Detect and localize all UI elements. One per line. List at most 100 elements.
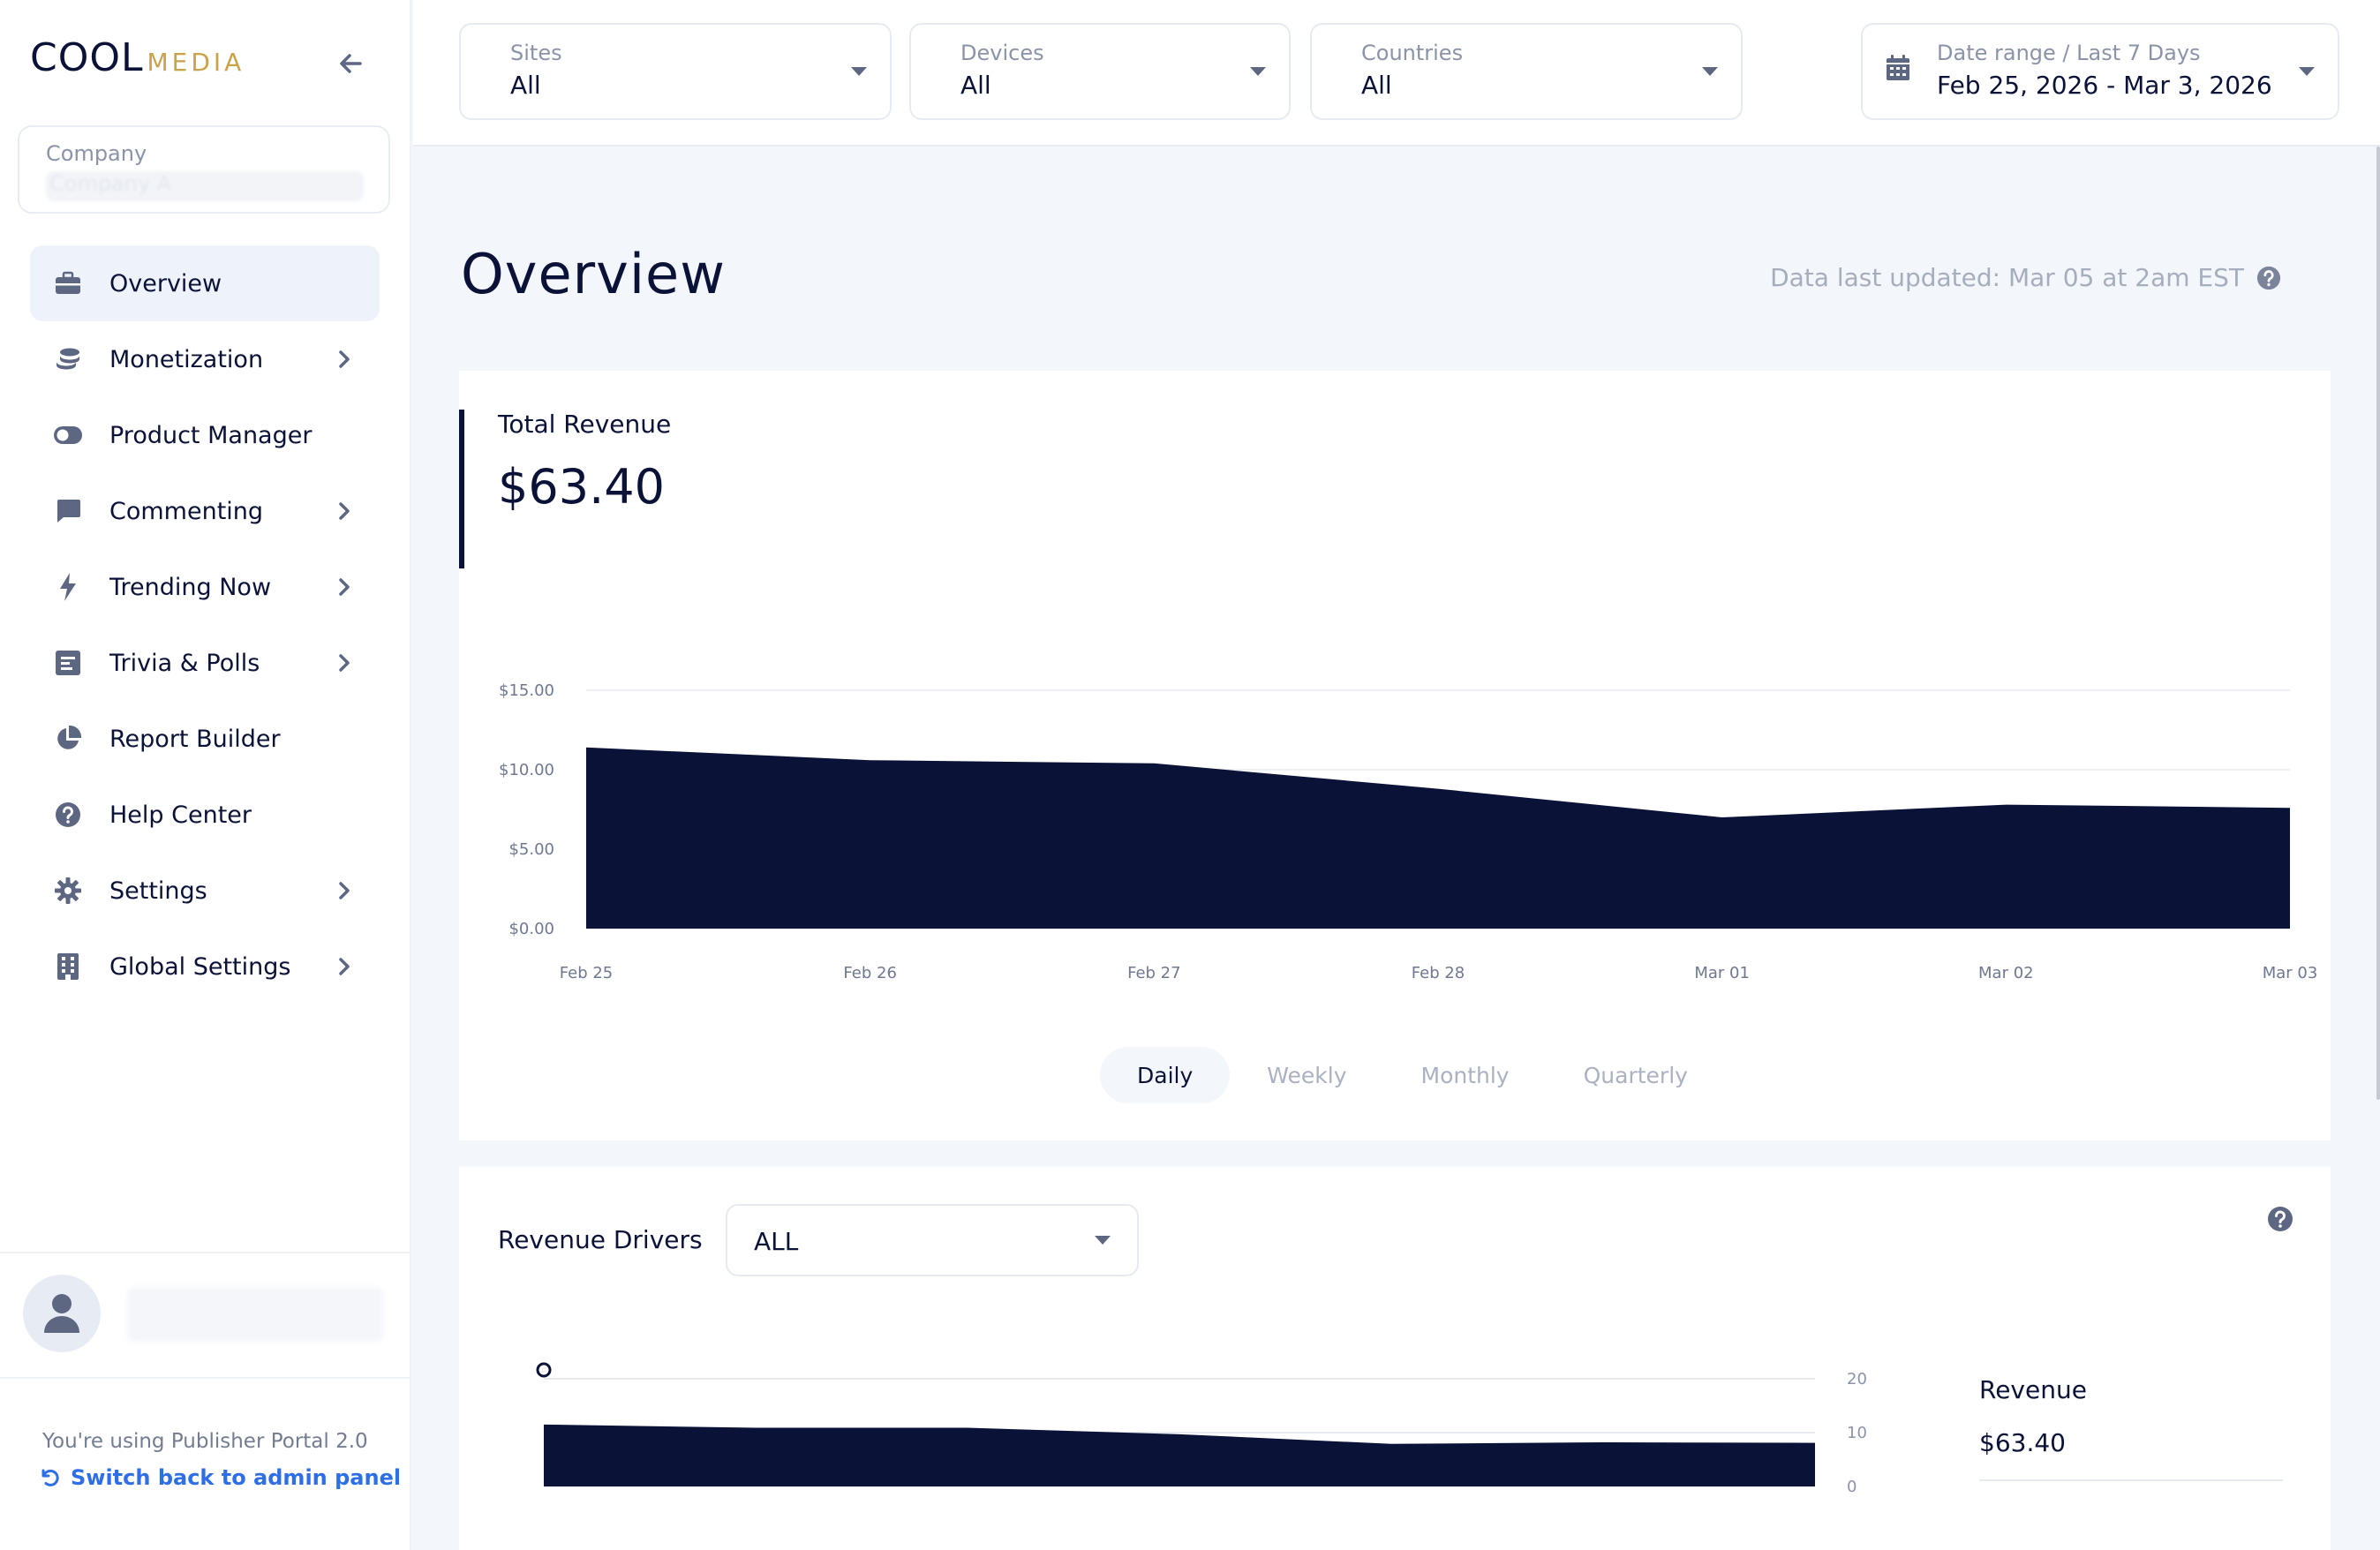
sidebar-item-global-settings[interactable]: Global Settings <box>30 929 380 1004</box>
sidebar-item-label: Trivia & Polls <box>109 649 260 677</box>
devices-filter[interactable]: Devices All <box>909 23 1291 120</box>
devices-filter-value: All <box>960 71 991 100</box>
sidebar-item-overview[interactable]: Overview <box>30 245 380 321</box>
revenue-area-chart: $0.00 $5.00 $10.00 $15.00 Feb 25 Feb 26 Feb 27… <box>499 681 2318 982</box>
question-circle-icon <box>53 800 83 830</box>
brand-logo: COOL MEDIA <box>30 35 245 80</box>
y-tick-label: $10.00 <box>499 761 554 779</box>
x-tick-label: Feb 25 <box>560 964 614 982</box>
revenue-drivers-chart: 0 10 20 <box>536 1362 1867 1496</box>
filter-bar: Sites All Devices All Countries All Date… <box>413 0 2380 147</box>
caret-down-icon <box>851 67 867 76</box>
tab-quarterly[interactable]: Quarterly <box>1583 1062 1688 1088</box>
y-tick-label: 10 <box>1847 1424 1867 1442</box>
y-tick-label: $0.00 <box>508 920 554 938</box>
switch-admin-link[interactable]: Switch back to admin panel <box>39 1465 401 1490</box>
devices-filter-label: Devices <box>960 41 1044 65</box>
pie-chart-icon <box>53 724 83 754</box>
company-selector[interactable]: Company Company A <box>18 125 390 214</box>
sidebar-item-label: Settings <box>109 877 207 905</box>
poll-icon <box>53 648 83 678</box>
caret-down-icon <box>1250 67 1266 76</box>
total-revenue-value: $63.40 <box>498 459 665 515</box>
tab-daily[interactable]: Daily <box>1100 1047 1231 1103</box>
coins-icon <box>53 344 83 374</box>
x-tick-label: Mar 01 <box>1694 964 1750 982</box>
bolt-icon <box>53 572 83 602</box>
date-range-filter[interactable]: Date range / Last 7 Days Feb 25, 2026 - … <box>1861 23 2339 120</box>
sidebar-item-label: Commenting <box>109 497 264 525</box>
user-icon <box>44 1294 79 1333</box>
chevron-right-icon <box>339 882 350 899</box>
sidebar-item-settings[interactable]: Settings <box>30 853 380 929</box>
sidebar-item-label: Help Center <box>109 801 252 829</box>
collapse-sidebar-button[interactable] <box>334 46 369 81</box>
drivers-area-series <box>544 1424 1815 1486</box>
chevron-right-icon <box>339 578 350 596</box>
accent-bar <box>459 410 464 568</box>
y-tick-label: $15.00 <box>499 681 554 700</box>
sidebar-item-label: Report Builder <box>109 725 281 753</box>
x-tick-label: Mar 02 <box>1978 964 2034 982</box>
sidebar-item-help-center[interactable]: Help Center <box>30 777 380 853</box>
sidebar-item-trending-now[interactable]: Trending Now <box>30 549 380 625</box>
sites-filter[interactable]: Sites All <box>459 23 892 120</box>
countries-filter-label: Countries <box>1361 41 1464 65</box>
sidebar-item-commenting[interactable]: Commenting <box>30 473 380 549</box>
question-circle-icon[interactable] <box>2267 1206 2293 1232</box>
sidebar-nav: Overview Monetization Product Manager Co… <box>30 245 380 1004</box>
revenue-drivers-select[interactable]: ALL <box>726 1204 1139 1276</box>
series-marker <box>536 1362 552 1378</box>
company-value: Company A <box>46 171 364 201</box>
total-revenue-label: Total Revenue <box>498 410 672 439</box>
building-icon <box>53 952 83 982</box>
sites-filter-value: All <box>510 71 541 100</box>
brand-logo-media: MEDIA <box>147 48 245 77</box>
avatar[interactable] <box>23 1275 101 1352</box>
x-tick-label: Feb 26 <box>843 964 897 982</box>
y-tick-label: 0 <box>1847 1478 1857 1496</box>
revenue-drivers-label: Revenue Drivers <box>498 1225 703 1254</box>
x-tick-label: Mar 03 <box>2263 964 2318 982</box>
company-label: Company <box>46 141 147 166</box>
user-name <box>127 1287 383 1342</box>
brand-logo-cool: COOL <box>30 35 144 80</box>
sidebar-item-label: Product Manager <box>109 421 313 449</box>
data-updated-note: Data last updated: Mar 05 at 2am EST <box>1770 263 2281 292</box>
total-revenue-card: Total Revenue $63.40 $0.00 $5.00 $10.00 $15… <box>459 371 2331 1140</box>
caret-down-icon <box>2299 67 2315 76</box>
question-circle-icon[interactable] <box>2256 266 2281 290</box>
sites-filter-label: Sites <box>510 41 562 65</box>
date-range-label: Date range / Last 7 Days <box>1937 41 2201 65</box>
sidebar-item-label: Trending Now <box>109 573 272 601</box>
countries-filter[interactable]: Countries All <box>1310 23 1743 120</box>
divider <box>0 1377 411 1379</box>
period-tabs: Daily Weekly Monthly Quarterly <box>1100 1047 1725 1103</box>
sidebar-item-trivia-polls[interactable]: Trivia & Polls <box>30 625 380 701</box>
chevron-right-icon <box>339 350 350 368</box>
drivers-revenue-value: $63.40 <box>1979 1428 2066 1457</box>
tab-weekly[interactable]: Weekly <box>1267 1062 1347 1088</box>
undo-icon <box>41 1469 59 1486</box>
comment-icon <box>53 496 83 526</box>
portal-version-note: You're using Publisher Portal 2.0 <box>42 1430 368 1453</box>
revenue-drivers-card: Revenue Drivers ALL 0 10 20 Revenue $63.40 <box>459 1167 2331 1550</box>
sidebar: COOL MEDIA Company Company A Overview Mo… <box>0 0 411 1550</box>
tab-monthly[interactable]: Monthly <box>1420 1062 1510 1088</box>
sidebar-item-report-builder[interactable]: Report Builder <box>30 701 380 777</box>
sidebar-item-product-manager[interactable]: Product Manager <box>30 397 380 473</box>
gear-icon <box>53 876 83 906</box>
sidebar-item-monetization[interactable]: Monetization <box>30 321 380 397</box>
sidebar-item-label: Overview <box>109 269 222 297</box>
x-tick-label: Feb 28 <box>1412 964 1465 982</box>
page-title: Overview <box>461 242 726 306</box>
revenue-area-series <box>586 747 2290 929</box>
scrollbar[interactable] <box>2376 147 2380 1100</box>
chevron-right-icon <box>339 654 350 672</box>
sidebar-item-label: Global Settings <box>109 952 291 981</box>
date-range-value: Feb 25, 2026 - Mar 3, 2026 <box>1937 71 2272 100</box>
y-tick-label: $5.00 <box>508 840 554 859</box>
x-tick-label: Feb 27 <box>1127 964 1181 982</box>
divider <box>0 1252 411 1253</box>
y-tick-label: 20 <box>1847 1370 1867 1388</box>
